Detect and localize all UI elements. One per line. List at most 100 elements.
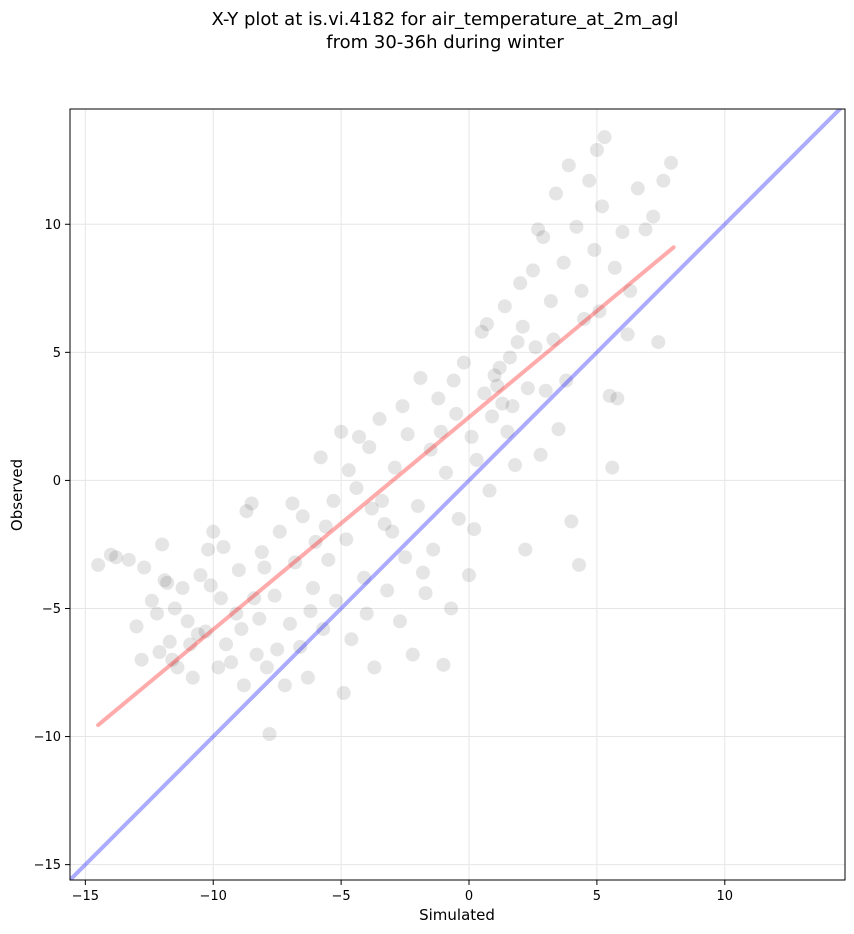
scatter-point (520, 381, 535, 396)
scatter-point (477, 386, 492, 401)
scatter-point (206, 524, 221, 539)
scatter-point (423, 442, 438, 457)
scatter-point (213, 591, 228, 606)
scatter-point (282, 616, 297, 631)
scatter-point (533, 447, 548, 462)
scatter-point (497, 299, 512, 314)
scatter-point (446, 373, 461, 388)
scatter-point (546, 332, 561, 347)
scatter-point (160, 575, 175, 590)
scatter-point (152, 645, 167, 660)
y-tick-label: 0 (53, 474, 61, 489)
scatter-point (149, 606, 164, 621)
scatter-point (387, 460, 402, 475)
scatter-point (444, 601, 459, 616)
scatter-point (664, 155, 679, 170)
scatter-point (334, 424, 349, 439)
scatter-point (395, 399, 410, 414)
x-tick-label: 0 (465, 889, 473, 904)
scatter-point (121, 552, 136, 567)
scatter-point (300, 670, 315, 685)
scatter-point (259, 660, 274, 675)
y-tick-label: −15 (34, 858, 61, 873)
y-tick-label: −10 (34, 730, 61, 745)
scatter-point (451, 511, 466, 526)
scatter-point (380, 583, 395, 598)
scatter-point (252, 611, 267, 626)
x-tick-label: −5 (332, 889, 351, 904)
scatter-point (372, 411, 387, 426)
scatter-point (456, 355, 471, 370)
scatter-point (239, 504, 254, 519)
scatter-point (249, 647, 264, 662)
x-tick-label: 5 (593, 889, 601, 904)
scatter-point (229, 606, 244, 621)
scatter-point (415, 565, 430, 580)
scatter-point (137, 560, 152, 575)
scatter-point (426, 542, 441, 557)
scatter-point (479, 317, 494, 332)
scatter-point (211, 660, 226, 675)
scatter-point (170, 660, 185, 675)
y-tick-label: 5 (53, 346, 61, 361)
scatter-point (436, 657, 451, 672)
scatter-point (548, 186, 563, 201)
y-axis: −15 −10 −5 0 5 10 (34, 218, 70, 873)
scatter-point (564, 514, 579, 529)
scatter-point (367, 660, 382, 675)
scatter-point (398, 550, 413, 565)
scatter-point (103, 547, 118, 562)
scatter-point (308, 534, 323, 549)
x-tick-label: 10 (717, 889, 734, 904)
scatter-point (326, 493, 341, 508)
scatter-point (413, 370, 428, 385)
scatter-point (285, 496, 300, 511)
scatter-point (638, 222, 653, 237)
scatter-point (469, 452, 484, 467)
scatter-point (551, 422, 566, 437)
scatter-point (582, 173, 597, 188)
scatter-point (492, 360, 507, 375)
scatter-point (462, 568, 477, 583)
x-tick-label: −10 (200, 889, 227, 904)
scatter-point (236, 678, 251, 693)
scatter-point (630, 181, 645, 196)
scatter-point (257, 560, 272, 575)
scatter-point (431, 391, 446, 406)
scatter-point (344, 632, 359, 647)
scatter-point (277, 678, 292, 693)
scatter-point (495, 396, 510, 411)
scatter-point (109, 550, 124, 565)
chart-title-line-1: X-Y plot at is.vi.4182 for air_temperatu… (211, 9, 678, 30)
scatter-point (385, 524, 400, 539)
y-tick-label: −5 (42, 602, 61, 617)
scatter-point (318, 519, 333, 534)
scatter-point (543, 294, 558, 309)
scatter-point (216, 540, 231, 555)
scatter-point (219, 637, 234, 652)
scatter-point (418, 586, 433, 601)
scatter-point (561, 158, 576, 173)
scatter-point (487, 368, 502, 383)
scatter-point (134, 652, 149, 667)
scatter-point (305, 580, 320, 595)
scatter-point (605, 460, 620, 475)
scatter-point (247, 591, 262, 606)
scatter-point (272, 524, 287, 539)
scatter-point (224, 655, 239, 670)
scatter-point (577, 312, 592, 327)
scatter-point (518, 542, 533, 557)
scatter-point (400, 427, 415, 442)
scatter-point (91, 557, 106, 572)
scatter-point (559, 373, 574, 388)
scatter-point (536, 230, 551, 245)
scatter-point (615, 224, 630, 239)
scatter-point (405, 647, 420, 662)
scatter-point (392, 614, 407, 629)
scatter-point (364, 501, 379, 516)
scatter-point (352, 429, 367, 444)
scatter-point (198, 624, 213, 639)
y-tick-label: 10 (44, 218, 61, 233)
scatter-point (155, 537, 170, 552)
scatter-point (341, 463, 356, 478)
